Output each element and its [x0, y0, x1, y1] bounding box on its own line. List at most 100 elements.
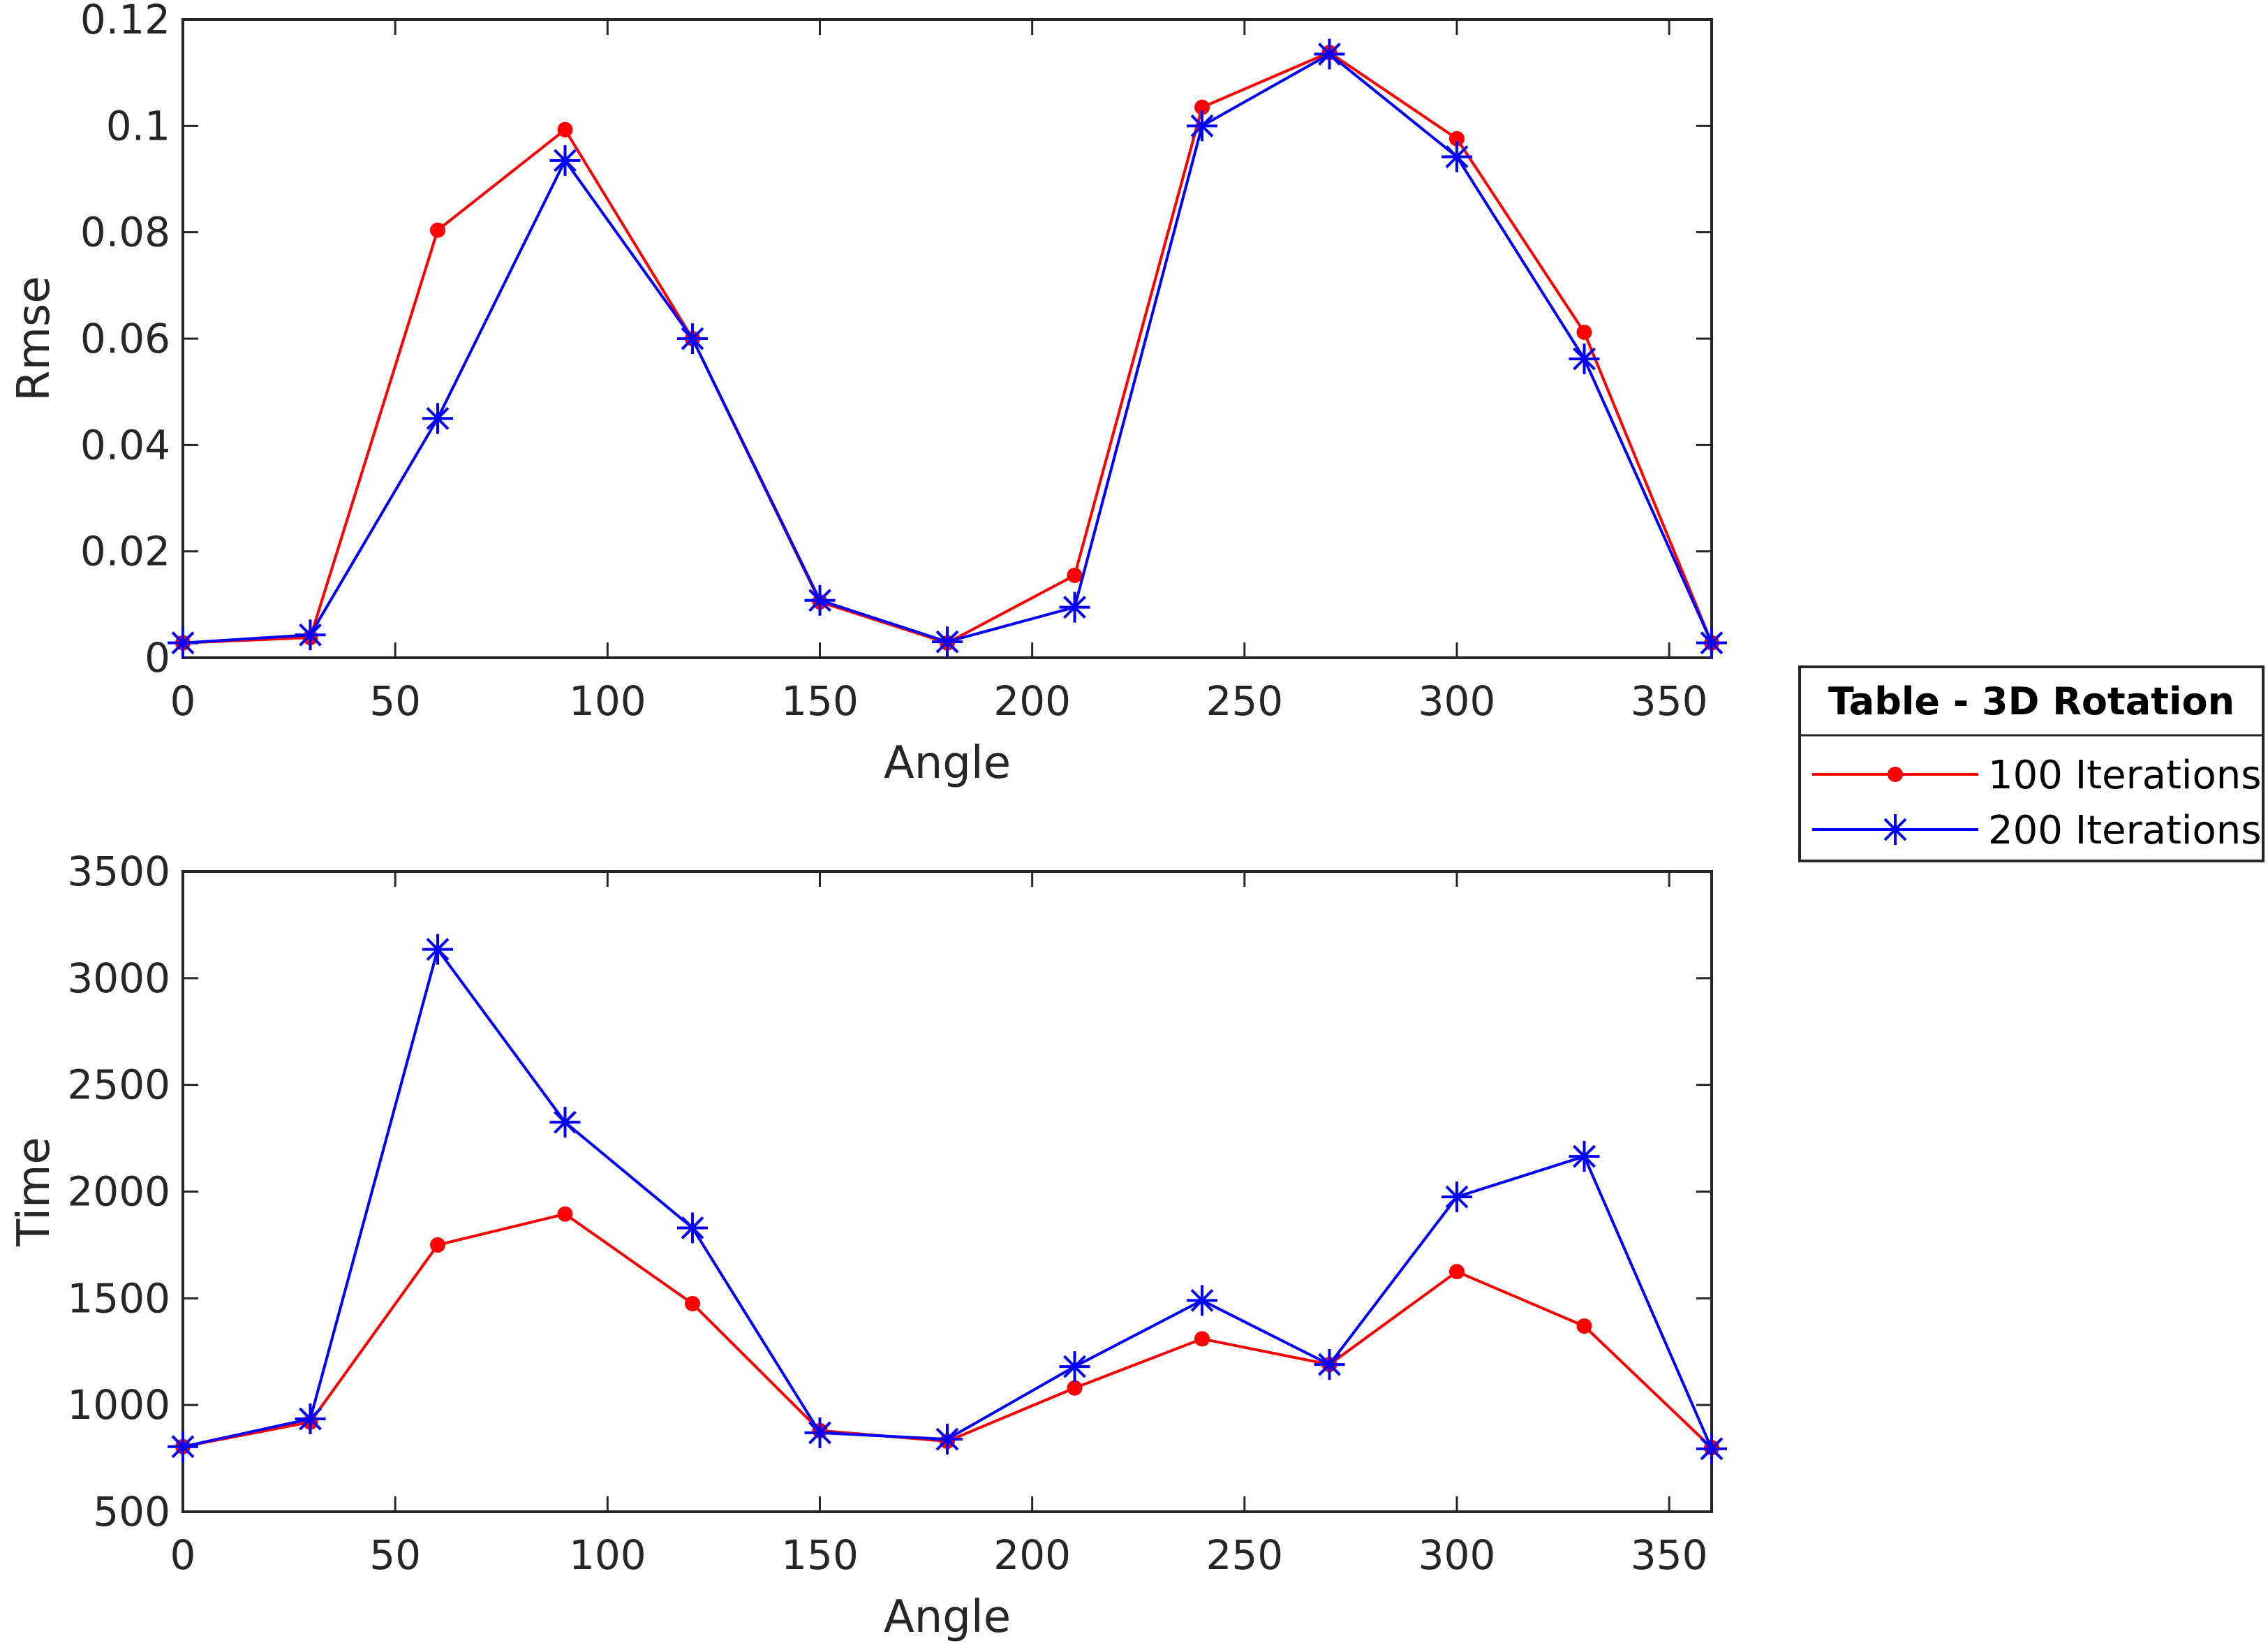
y-tick-label: 0.08 [80, 209, 170, 256]
data-point-star [804, 1417, 836, 1448]
legend-label-100: 100 Iterations [1988, 753, 2261, 798]
y-tick-label: 0.06 [80, 315, 170, 362]
data-point-star [1569, 1141, 1600, 1172]
x-tick-label: 150 [781, 677, 859, 725]
y-axis-label: Rmse [8, 276, 60, 402]
legend-marker-dot [1888, 767, 1903, 782]
x-tick-label: 350 [1631, 1531, 1708, 1579]
y-tick-label: 2000 [67, 1168, 170, 1216]
x-tick-label: 250 [1206, 677, 1283, 725]
data-point-star [295, 1404, 326, 1435]
star-stroke [935, 1427, 959, 1451]
legend-marker-star [1880, 814, 1911, 845]
data-point-star [422, 403, 453, 434]
x-tick-label: 200 [993, 1531, 1071, 1579]
data-point-star [1187, 1285, 1217, 1316]
star-stroke [554, 1110, 577, 1134]
data-point-dot [1449, 1264, 1465, 1280]
x-tick-label: 200 [993, 677, 1071, 725]
y-tick-label: 1000 [67, 1381, 170, 1429]
y-tick-label: 0.02 [80, 528, 170, 575]
legend-title: Table - 3D Rotation [1828, 679, 2234, 723]
data-point-dot [1576, 1318, 1592, 1334]
star-stroke [681, 327, 704, 351]
data-point-dot [430, 1237, 445, 1253]
star-stroke [1190, 1288, 1214, 1312]
star-stroke [1573, 347, 1596, 371]
data-point-star [1187, 110, 1217, 142]
data-point-dot [557, 1206, 573, 1222]
data-point-dot [1449, 131, 1465, 147]
x-tick-label: 150 [781, 1531, 859, 1579]
x-tick-label: 50 [369, 1531, 421, 1579]
star-stroke [1700, 1437, 1724, 1461]
x-tick-label: 100 [569, 677, 646, 725]
star-stroke [1445, 145, 1469, 168]
star-stroke [299, 623, 322, 647]
data-point-star [1696, 627, 1727, 658]
star-stroke [171, 631, 195, 655]
data-point-star [1314, 1349, 1345, 1380]
data-point-star [1441, 141, 1472, 172]
data-point-star [1059, 591, 1090, 623]
data-point-dot [1194, 1331, 1210, 1347]
y-tick-label: 2500 [67, 1061, 170, 1109]
data-point-star [932, 1424, 963, 1455]
x-tick-label: 350 [1631, 677, 1708, 725]
x-tick-label: 300 [1418, 1531, 1496, 1579]
data-point-star [804, 584, 836, 616]
data-point-star [1696, 1433, 1727, 1464]
data-point-dot [430, 222, 445, 238]
data-point-dot [685, 1295, 700, 1311]
y-tick-label: 3500 [67, 848, 170, 895]
star-stroke [426, 406, 450, 430]
x-tick-label: 0 [170, 1531, 196, 1579]
x-axis-label: Angle [884, 737, 1011, 789]
y-tick-label: 500 [93, 1488, 170, 1535]
y-tick-label: 3000 [67, 955, 170, 1002]
data-point-star [1314, 38, 1345, 70]
data-point-star [422, 934, 453, 965]
x-tick-label: 100 [569, 1531, 646, 1579]
y-axis-label: Time [8, 1137, 60, 1247]
data-point-star [168, 1431, 198, 1462]
star-stroke [1700, 631, 1724, 655]
data-point-star [1441, 1181, 1472, 1213]
y-tick-label: 0 [144, 634, 170, 682]
star-stroke [935, 630, 959, 654]
data-point-star [168, 627, 198, 658]
y-tick-label: 0.04 [80, 421, 170, 469]
data-point-dot [1194, 99, 1210, 115]
y-tick-label: 0.12 [80, 0, 170, 43]
star-stroke [1445, 1185, 1469, 1209]
x-tick-label: 300 [1418, 677, 1496, 725]
x-tick-label: 250 [1206, 1531, 1283, 1579]
star-stroke [426, 938, 450, 961]
star-stroke [1190, 114, 1214, 138]
y-tick-label: 1500 [67, 1274, 170, 1322]
data-point-star [1569, 343, 1600, 374]
star-stroke [1318, 43, 1341, 66]
data-point-star [549, 1107, 581, 1138]
x-tick-label: 0 [170, 677, 196, 725]
data-point-star [1059, 1351, 1090, 1383]
rmse-plot: 0 50 100 150 200 250 300 350 0 0.02 0.04 0.06 0.08 0.… [8, 0, 1727, 789]
plot-frame [181, 870, 1713, 1513]
time-plot: 0 50 100 150 200 250 300 350 500 1000 1500 2000 2500… [8, 848, 1727, 1643]
star-stroke [1573, 1144, 1596, 1168]
data-point-star [295, 619, 326, 651]
star-stroke [808, 1421, 831, 1445]
star-stroke [681, 1216, 704, 1239]
star-stroke [808, 589, 831, 612]
star-stroke [299, 1407, 322, 1431]
star-stroke [1063, 1355, 1086, 1378]
legend-label-200: 200 Iterations [1988, 808, 2261, 853]
data-point-star [677, 1212, 708, 1244]
data-point-star [549, 145, 581, 176]
data-point-dot [1067, 1380, 1083, 1396]
y-tick-label: 0.1 [106, 102, 170, 149]
x-axis-label: Angle [884, 1591, 1011, 1643]
star-stroke [171, 1435, 195, 1459]
data-point-star [677, 323, 708, 354]
